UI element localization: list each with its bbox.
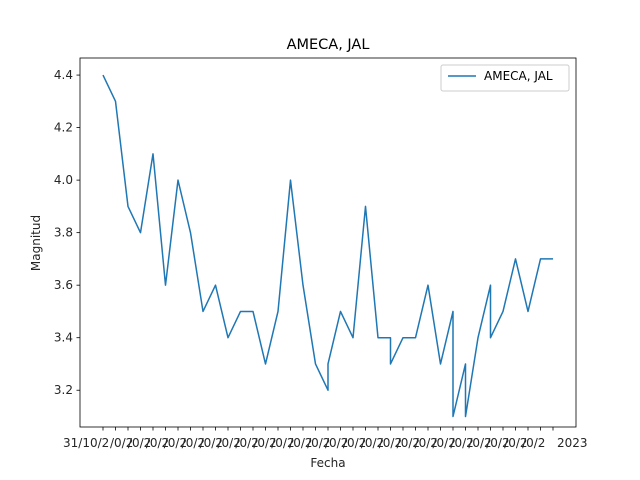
x-tick-label: /0/2 — [271, 436, 294, 450]
x-tick-label: /0/2 — [235, 436, 258, 450]
x-tick-label-first: 31/10/2 — [63, 436, 109, 450]
x-tick-label: /0/2 — [504, 436, 527, 450]
x-tick-label: /0/2 — [164, 436, 187, 450]
legend-box — [440, 64, 570, 92]
x-tick-label: /0/2 — [253, 436, 276, 450]
legend: AMECA, JAL — [440, 64, 570, 92]
x-tick-label: /0/2 — [468, 436, 491, 450]
y-axis-label: Magnitud — [29, 215, 43, 271]
series-layer — [102, 74, 554, 418]
x-tick-label: /0/2 — [110, 436, 133, 450]
y-tick-label: 3.6 — [54, 278, 73, 292]
x-tick-label: /0/2 — [182, 436, 205, 450]
x-tick-label: /0/2 — [433, 436, 456, 450]
y-tick-label: 4.0 — [54, 173, 73, 187]
y-tick-label: 3.8 — [54, 226, 73, 240]
y-axis-ticks: 3.2 3.4 3.6 3.8 4.0 4.2 4.4 — [54, 68, 80, 397]
x-tick-label: /0/2 — [486, 436, 509, 450]
plot-frame — [79, 57, 577, 428]
y-tick-label: 3.2 — [54, 383, 73, 397]
x-tick-label: /0/2 — [361, 436, 384, 450]
x-axis-label: Fecha — [310, 456, 345, 470]
y-tick-label: 3.4 — [54, 331, 73, 345]
x-tick-label: /0/2 — [307, 436, 330, 450]
x-tick-label: /0/2 — [289, 436, 312, 450]
x-tick-label: /0/2 — [218, 436, 241, 450]
legend-label: AMECA, JAL — [484, 69, 553, 83]
x-axis-ticks: 31/10/2/0/2/0/2/0/2/0/2/0/2/0/2/0/2/0/2/… — [63, 427, 588, 450]
x-tick-label: /0/2 — [128, 436, 151, 450]
x-tick-label: /0/2 — [343, 436, 366, 450]
y-tick-label: 4.2 — [54, 121, 73, 135]
x-tick-label: /0/2 — [146, 436, 169, 450]
x-tick-label: /0/2 — [450, 436, 473, 450]
y-tick-label: 4.4 — [54, 68, 73, 82]
x-tick-label: /0/2 — [379, 436, 402, 450]
x-tick-label: /0/2 — [397, 436, 420, 450]
x-tick-label: /0/2 — [200, 436, 223, 450]
series-line-ameca-jal — [102, 74, 553, 418]
x-tick-label: /0/2 — [415, 436, 438, 450]
x-tick-label: /0/2 — [522, 436, 545, 450]
chart-title: AMECA, JAL — [287, 37, 370, 53]
x-tick-label: /0/2 — [325, 436, 348, 450]
x-tick-label-last: 2023 — [557, 436, 588, 450]
